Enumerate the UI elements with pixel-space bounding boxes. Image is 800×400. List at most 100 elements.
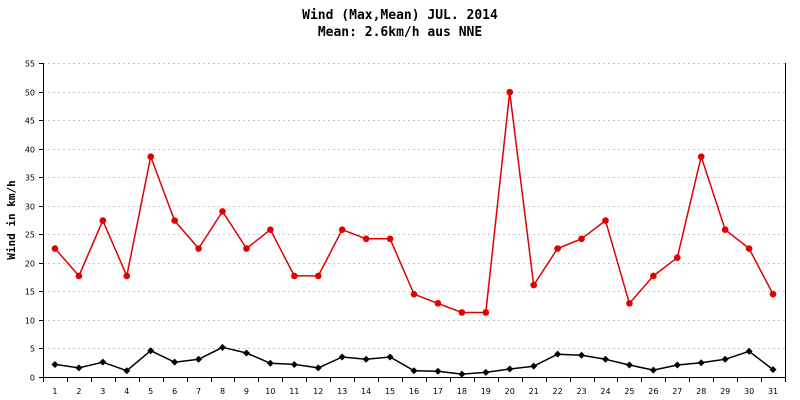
data-point xyxy=(745,347,753,355)
data-point xyxy=(482,309,490,316)
data-point xyxy=(266,359,274,367)
data-point xyxy=(123,367,131,375)
data-point xyxy=(650,272,657,280)
x-tick-label: 18 xyxy=(457,387,467,396)
data-point xyxy=(147,347,155,355)
data-point xyxy=(51,360,59,368)
y-tick-label: 0 xyxy=(30,374,35,383)
x-tick-label: 29 xyxy=(720,387,730,396)
data-point xyxy=(626,300,633,307)
data-point xyxy=(338,226,346,234)
data-point xyxy=(410,290,418,298)
x-tick-label: 25 xyxy=(624,387,634,396)
x-tick-label: 28 xyxy=(696,387,706,396)
x-tick-label: 30 xyxy=(744,387,754,396)
data-point xyxy=(242,349,250,357)
data-point xyxy=(219,208,226,215)
y-tick-label: 55 xyxy=(25,60,35,69)
data-point xyxy=(386,353,394,361)
x-tick-label: 22 xyxy=(553,387,563,396)
y-tick-label: 5 xyxy=(30,345,35,354)
grid-lines xyxy=(43,63,785,349)
data-point xyxy=(147,153,155,160)
data-point xyxy=(506,365,514,373)
data-point xyxy=(51,245,59,252)
x-tick-label: 1 xyxy=(52,387,57,396)
x-tick-label: 16 xyxy=(409,387,419,396)
y-tick-label: 20 xyxy=(25,260,35,269)
axes xyxy=(39,63,786,382)
series-2 xyxy=(51,343,777,378)
x-tick-label: 24 xyxy=(600,387,610,396)
data-point xyxy=(434,367,442,375)
data-point xyxy=(458,370,466,378)
x-tick-label: 6 xyxy=(172,387,177,396)
x-tick-label: 4 xyxy=(124,387,129,396)
data-point xyxy=(602,217,609,224)
x-tick-label: 13 xyxy=(337,387,347,396)
data-point xyxy=(314,364,322,372)
y-tick-labels: 0 5 10 15 20 25 30 35 40 45 50 55 xyxy=(25,60,35,383)
data-point xyxy=(745,245,753,252)
data-point xyxy=(601,355,609,363)
chart-subtitle: Mean: 2.6km/h aus NNE xyxy=(318,25,482,40)
y-tick-label: 25 xyxy=(25,231,35,240)
x-tick-label: 31 xyxy=(768,387,778,396)
data-point xyxy=(314,272,322,280)
x-tick-label: 21 xyxy=(529,387,539,396)
data-point xyxy=(99,217,107,224)
data-point xyxy=(530,281,537,289)
data-point xyxy=(697,153,705,160)
data-point xyxy=(458,309,466,316)
y-tick-label: 45 xyxy=(25,117,35,126)
x-tick-label: 9 xyxy=(244,387,249,396)
x-tick-label: 23 xyxy=(576,387,586,396)
data-point xyxy=(243,245,250,252)
data-point xyxy=(290,360,298,368)
data-point xyxy=(291,272,298,280)
y-tick-label: 30 xyxy=(25,203,35,212)
data-point xyxy=(769,366,777,374)
data-point xyxy=(673,254,681,261)
data-point xyxy=(75,272,83,280)
chart-title: Wind (Max,Mean) JUL. 2014 xyxy=(302,8,498,23)
x-tick-label: 19 xyxy=(481,387,491,396)
data-point xyxy=(171,217,178,224)
x-tick-label: 26 xyxy=(648,387,658,396)
data-point xyxy=(195,245,202,252)
data-point xyxy=(123,272,131,280)
x-tick-label: 12 xyxy=(313,387,323,396)
x-tick-label: 17 xyxy=(433,387,443,396)
x-tick-label: 8 xyxy=(220,387,225,396)
y-tick-label: 10 xyxy=(25,317,35,326)
data-point xyxy=(410,367,418,375)
data-point xyxy=(578,235,585,243)
data-point xyxy=(625,361,633,369)
data-point xyxy=(171,358,179,366)
x-tick-label: 5 xyxy=(148,387,153,396)
data-point xyxy=(721,226,729,234)
data-point xyxy=(362,235,370,243)
x-tick-label: 14 xyxy=(361,387,371,396)
series-line xyxy=(54,91,774,314)
data-point xyxy=(697,359,705,367)
x-tick-label: 27 xyxy=(672,387,682,396)
data-point xyxy=(506,88,514,96)
x-tick-label: 15 xyxy=(385,387,395,396)
data-point xyxy=(267,226,274,234)
data-point xyxy=(554,245,561,252)
x-tick-label: 2 xyxy=(76,387,81,396)
x-tick-label: 7 xyxy=(196,387,201,396)
data-point xyxy=(386,235,394,243)
y-tick-label: 35 xyxy=(25,174,35,183)
y-tick-label: 40 xyxy=(25,146,35,155)
data-point xyxy=(482,368,490,376)
data-point xyxy=(649,366,657,374)
x-tick-label: 3 xyxy=(100,387,105,396)
data-point xyxy=(99,358,107,366)
x-tick-label: 20 xyxy=(505,387,515,396)
series-1 xyxy=(51,88,777,316)
x-tick-label: 10 xyxy=(265,387,275,396)
x-tick-labels: 1 2 3 4 5 6 7 8 9 10 11 12 13 14 15 16 17 18 19 20 21 22 23 24 2… xyxy=(52,387,778,396)
